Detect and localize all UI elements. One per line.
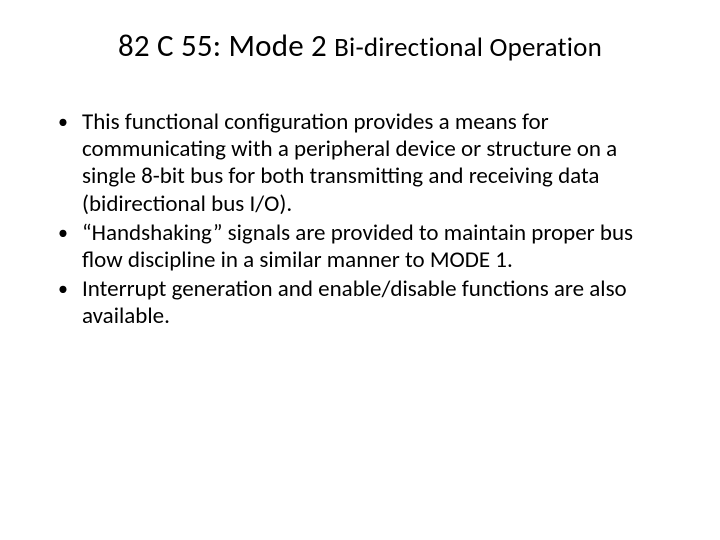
- list-item: This functional configuration provides a…: [52, 109, 664, 218]
- list-item: Interrupt generation and enable/disable …: [52, 276, 664, 330]
- slide-title: 82 C 55: Mode 2 Bi-directional Operation: [48, 28, 672, 65]
- slide: 82 C 55: Mode 2 Bi-directional Operation…: [0, 0, 720, 540]
- bullet-list: This functional configuration provides a…: [48, 109, 672, 330]
- title-sub: Bi-directional Operation: [334, 31, 602, 64]
- list-item: “Handshaking” signals are provided to ma…: [52, 220, 664, 274]
- title-main: 82 C 55: Mode 2: [118, 27, 334, 65]
